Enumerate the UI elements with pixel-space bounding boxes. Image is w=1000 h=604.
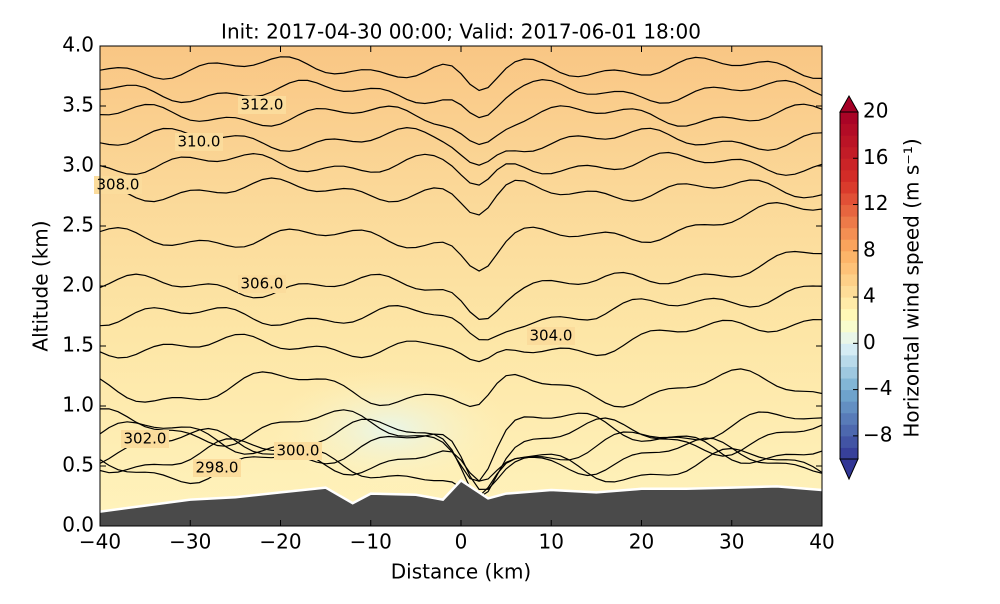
contour-label-bg (175, 133, 223, 151)
colorbar-segment (840, 112, 858, 125)
colorbar-segment (840, 378, 858, 391)
colorbar-segment (840, 135, 858, 148)
contour-label-bg (121, 430, 169, 448)
contour-line (100, 103, 822, 146)
colorbar-segment (840, 320, 858, 333)
contour-label-bg (527, 327, 575, 345)
colorbar-extend (839, 94, 859, 113)
contour-label-bg (94, 176, 142, 194)
contour-label: 308.0 (97, 176, 140, 194)
contour-label: 300.0 (277, 442, 320, 460)
colorbar-tick-label: −8 (863, 422, 892, 446)
colorbar-segment (840, 250, 858, 263)
colorbar-tick-label: 20 (863, 99, 888, 123)
y-tick-label: 2.0 (62, 273, 94, 297)
contour-label: 312.0 (241, 96, 284, 114)
colorbar-segment (840, 285, 858, 298)
colorbar-tick-label: 12 (863, 191, 888, 215)
colorbar-segment (840, 354, 858, 367)
colorbar-segment (840, 123, 858, 136)
y-tick-label: 3.5 (62, 93, 94, 117)
contour-line (100, 417, 822, 499)
contour-label: 302.0 (124, 430, 167, 448)
contour-label-bg (193, 459, 241, 477)
contour-label: 306.0 (241, 275, 284, 293)
colorbar-segment (840, 297, 858, 310)
contour-label: 310.0 (178, 133, 221, 151)
colorbar-segment (840, 412, 858, 425)
y-tick-label: 1.5 (62, 333, 94, 357)
terrain (100, 480, 822, 526)
colorbar-segment (840, 146, 858, 159)
colorbar-segment (840, 389, 858, 402)
wind-field-patch (270, 370, 510, 490)
colorbar-tick-label: 4 (863, 284, 876, 308)
contour-line (100, 408, 822, 482)
x-tick-label: −30 (169, 530, 211, 554)
colorbar-segment (840, 158, 858, 171)
contour-line (100, 250, 822, 321)
x-tick-label: −10 (350, 530, 392, 554)
colorbar-segment (840, 435, 858, 448)
y-tick-label: 0.0 (62, 513, 94, 537)
colorbar-segment (840, 366, 858, 379)
colorbar-segment (840, 273, 858, 286)
x-tick-label: −40 (79, 530, 121, 554)
contour-label: 298.0 (196, 459, 239, 477)
colorbar-segment (840, 447, 858, 460)
colorbar-segment (840, 216, 858, 229)
contour-line (100, 318, 822, 363)
x-tick-label: 30 (719, 530, 744, 554)
contour-line (100, 201, 822, 272)
colorbar-segment (840, 424, 858, 437)
contour-label: 304.0 (530, 327, 573, 345)
colorbar-segment (840, 331, 858, 344)
contour-label-bg (274, 442, 322, 460)
y-tick-label: 0.5 (62, 453, 94, 477)
x-tick-label: 10 (539, 530, 564, 554)
colorbar-label: Horizontal wind speed (m s⁻¹) (900, 138, 924, 437)
terrain-outline (100, 478, 822, 513)
x-tick-label: 20 (629, 530, 654, 554)
colorbar-segment (840, 308, 858, 321)
x-axis-label: Distance (km) (391, 560, 531, 584)
chart-title: Init: 2017-04-30 00:00; Valid: 2017-06-0… (221, 20, 701, 44)
colorbar-tick-label: 0 (863, 330, 876, 354)
y-axis-label: Altitude (km) (29, 220, 53, 351)
contour-line (100, 368, 822, 408)
contour-line (100, 56, 822, 92)
contour-line (100, 285, 822, 341)
colorbar-segment (840, 181, 858, 194)
colorbar-frame (839, 111, 859, 460)
colorbar-tick-label: 16 (863, 145, 888, 169)
colorbar-segment (840, 192, 858, 206)
colorbar-segment (840, 204, 858, 217)
colorbar-segment (840, 227, 858, 240)
x-tick-label: 40 (809, 530, 834, 554)
y-tick-label: 4.0 (62, 33, 94, 57)
contour-line (100, 437, 822, 482)
colorbar-segment (840, 262, 858, 275)
colorbar-tick-label: −4 (863, 376, 892, 400)
x-tick-label: 0 (455, 530, 468, 554)
y-tick-label: 2.5 (62, 213, 94, 237)
colorbar-segment (840, 343, 858, 356)
y-tick-label: 3.0 (62, 153, 94, 177)
colorbar-segment (840, 401, 858, 414)
y-tick-label: 1.0 (62, 393, 94, 417)
contour-label-bg (238, 96, 286, 114)
x-tick-label: −20 (259, 530, 301, 554)
contour-line (100, 151, 822, 186)
colorbar-segment (840, 239, 858, 252)
colorbar-segment (840, 169, 858, 182)
colorbar-tick-label: 8 (863, 237, 876, 261)
contour-line (100, 78, 822, 119)
colorbar-extend (839, 458, 859, 481)
contour-label-bg (238, 275, 286, 293)
contour-line (100, 177, 822, 216)
